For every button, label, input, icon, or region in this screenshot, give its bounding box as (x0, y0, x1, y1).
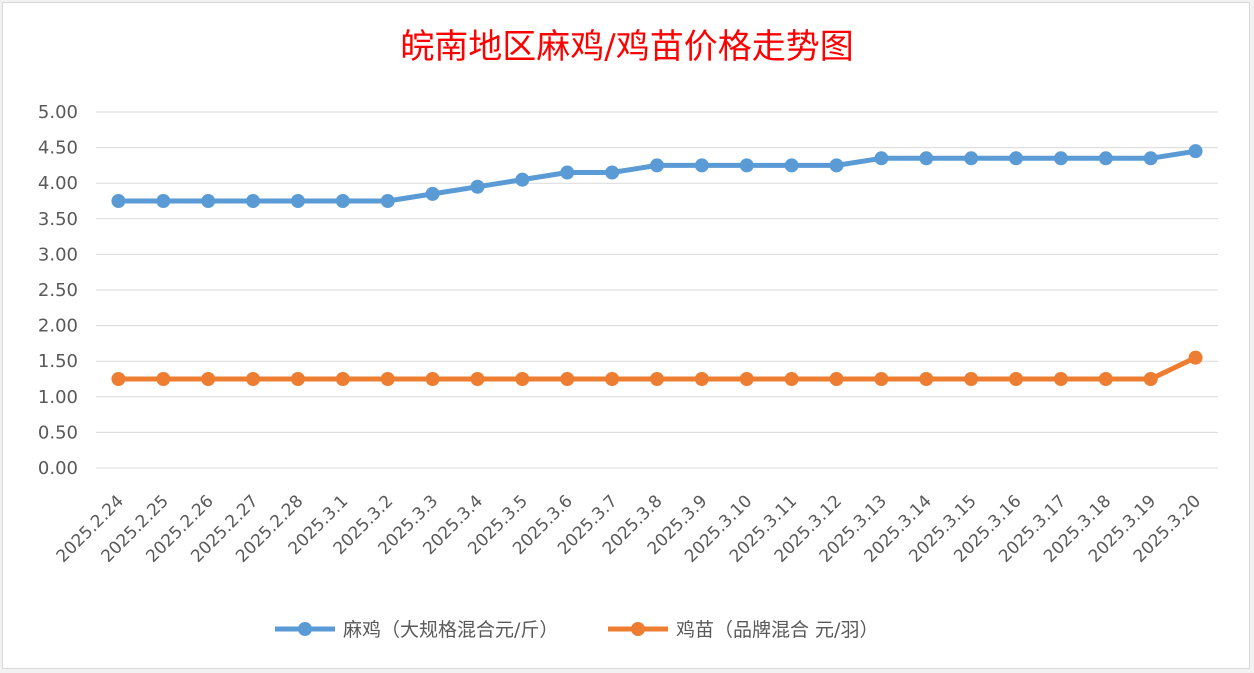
data-point (784, 158, 799, 173)
data-point (874, 151, 889, 166)
data-point (335, 194, 350, 208)
data-point (1053, 151, 1068, 166)
data-point (470, 179, 485, 194)
data-point (290, 194, 305, 208)
data-point (650, 158, 664, 173)
data-point (1098, 372, 1113, 386)
data-point (739, 158, 754, 173)
data-point (919, 372, 934, 386)
data-point (201, 194, 216, 208)
data-point (784, 372, 799, 386)
data-point (335, 372, 350, 386)
data-point (874, 372, 889, 386)
data-point (560, 372, 575, 386)
data-point (829, 372, 844, 386)
data-point (515, 372, 530, 386)
data-point (964, 372, 979, 386)
data-point (605, 372, 620, 386)
data-point (246, 372, 261, 386)
data-point (964, 151, 979, 166)
y-tick-label: 1.50 (38, 351, 78, 372)
data-point (201, 372, 216, 386)
series-group (111, 144, 1203, 386)
data-point (694, 372, 709, 386)
data-point (380, 194, 395, 208)
x-axis: 2025.2.242025.2.252025.2.262025.2.272025… (53, 491, 1205, 566)
data-point (425, 372, 440, 386)
data-point (829, 158, 844, 173)
data-point (515, 172, 530, 187)
data-point (470, 372, 485, 386)
data-point (290, 372, 305, 386)
y-axis: 0.00 0.50 1.00 1.50 2.00 2.50 3.00 3.50 4.00 4.50… (38, 102, 78, 479)
y-tick-label: 4.50 (38, 138, 78, 159)
data-point (1098, 151, 1113, 166)
data-point (380, 372, 395, 386)
data-point (919, 151, 934, 166)
data-point (694, 158, 709, 173)
y-tick-label: 5.00 (38, 102, 78, 123)
data-point (560, 165, 575, 180)
legend: 麻鸡（大规格混合元/斤） 鸡苗（品牌混合 元/羽） (275, 619, 878, 641)
y-tick-label: 4.00 (38, 173, 78, 194)
data-point (111, 194, 126, 208)
y-tick-label: 1.00 (38, 387, 78, 408)
y-tick-label: 0.00 (38, 458, 78, 479)
data-point (605, 165, 620, 180)
data-point (1188, 350, 1203, 365)
data-point (1143, 372, 1158, 386)
data-point (1009, 151, 1024, 166)
y-tick-label: 2.50 (38, 280, 78, 301)
data-point (156, 372, 171, 386)
chart-title: 皖南地区麻鸡/鸡苗价格走势图 (400, 27, 853, 67)
y-tick-label: 2.00 (38, 316, 78, 337)
y-tick-label: 0.50 (38, 422, 78, 443)
data-point (650, 372, 664, 386)
legend-marker-1 (631, 622, 645, 636)
legend-label-0: 麻鸡（大规格混合元/斤） (343, 619, 558, 641)
data-point (1053, 372, 1068, 386)
legend-label-1: 鸡苗（品牌混合 元/羽） (676, 619, 878, 641)
data-point (1143, 151, 1158, 166)
data-point (246, 194, 261, 208)
y-tick-label: 3.00 (38, 244, 78, 265)
data-point (425, 186, 440, 201)
gridlines (96, 111, 1218, 469)
data-point (156, 194, 171, 208)
data-point (111, 372, 126, 386)
y-tick-label: 3.50 (38, 209, 78, 230)
legend-marker-0 (298, 622, 312, 636)
data-point (1188, 144, 1203, 159)
data-point (739, 372, 754, 386)
data-point (1009, 372, 1024, 386)
